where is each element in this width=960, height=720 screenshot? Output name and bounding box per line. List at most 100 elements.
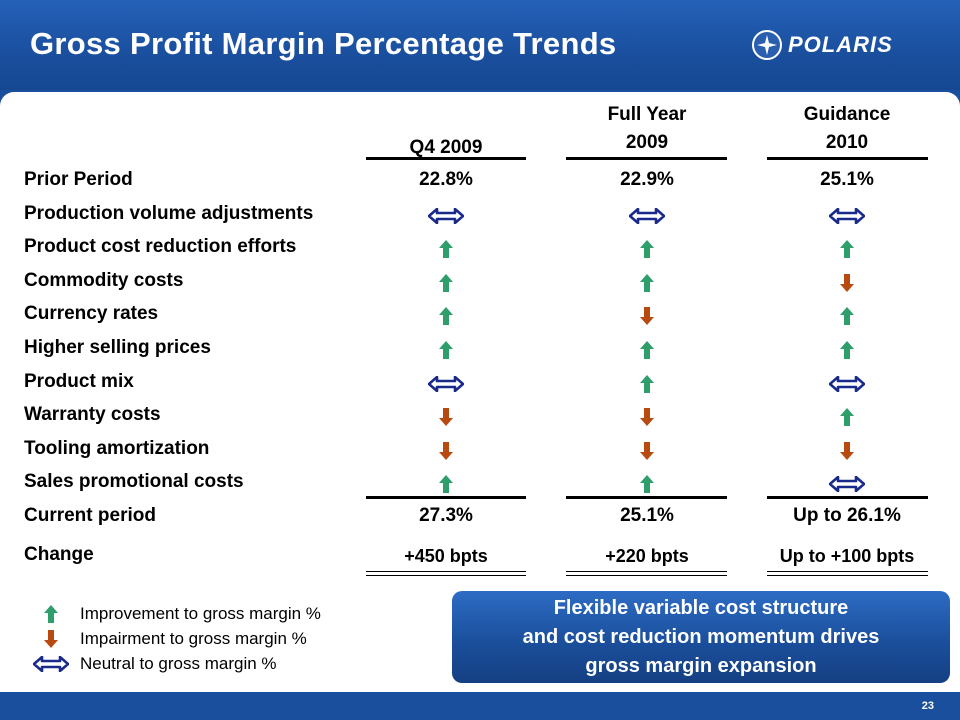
arrow-left-right-icon — [428, 207, 464, 224]
row-label-current-period: Current period — [24, 505, 156, 526]
double-rule-top — [366, 571, 526, 572]
trend-cell — [567, 406, 727, 430]
prior-period-value: 25.1% — [820, 169, 874, 190]
trend-cell — [767, 406, 927, 430]
arrow-up-icon — [640, 240, 654, 259]
double-rule-bottom — [366, 575, 526, 576]
trend-cell — [567, 238, 727, 262]
logo-text: POLARIS — [788, 32, 893, 57]
trend-cell — [767, 339, 927, 363]
change-value: +220 bpts — [605, 546, 689, 566]
legend-label: Neutral to gross margin % — [80, 654, 277, 673]
arrow-up-icon — [840, 307, 854, 326]
arrow-down-icon — [640, 408, 654, 427]
arrow-up-icon — [640, 374, 654, 393]
trend-cell — [567, 339, 727, 363]
column-header-line1 — [356, 104, 536, 130]
column-header-1: Full Year 2009 — [557, 104, 737, 154]
total-rule — [566, 496, 727, 499]
trend-cell — [366, 473, 526, 497]
total-rule — [366, 496, 526, 499]
star-icon — [752, 30, 782, 60]
column-header-line1: Full Year — [607, 104, 687, 125]
row-label-factor: Commodity costs — [24, 269, 184, 291]
current-period-value: 25.1% — [620, 505, 674, 526]
callout-box: Flexible variable cost structure and cos… — [452, 591, 950, 683]
arrow-up-icon — [439, 475, 453, 494]
arrow-left-right-icon — [428, 375, 464, 392]
legend-icon — [26, 629, 76, 649]
arrow-up-icon — [840, 340, 854, 359]
trend-cell — [567, 373, 727, 397]
row-label-factor: Product mix — [24, 370, 134, 392]
arrow-up-icon — [640, 340, 654, 359]
row-label-prior-period: Prior Period — [24, 169, 133, 190]
trend-cell — [767, 373, 927, 397]
trend-cell — [767, 305, 927, 329]
column-header-line2: 2009 — [625, 132, 669, 153]
arrow-down-icon — [640, 441, 654, 460]
column-header-0: Q4 2009 — [356, 104, 536, 159]
trend-cell — [366, 305, 526, 329]
trend-cell — [567, 272, 727, 296]
legend-item: Impairment to gross margin % — [26, 629, 307, 649]
trend-cell — [366, 440, 526, 464]
legend-icon — [26, 604, 76, 624]
legend-item: Neutral to gross margin % — [26, 654, 277, 674]
trend-cell — [767, 440, 927, 464]
arrow-up-icon — [439, 240, 453, 259]
trend-cell — [767, 205, 927, 229]
double-rule-top — [767, 571, 928, 572]
legend-item: Improvement to gross margin % — [26, 604, 321, 624]
row-label-change: Change — [24, 544, 94, 565]
arrow-down-icon — [640, 307, 654, 326]
arrow-up-icon — [840, 408, 854, 427]
double-rule-bottom — [767, 575, 928, 576]
page-number: 23 — [921, 700, 934, 712]
trend-cell — [567, 473, 727, 497]
trend-cell — [567, 305, 727, 329]
trend-cell — [366, 272, 526, 296]
arrow-down-icon — [439, 441, 453, 460]
prior-period-value: 22.9% — [620, 169, 674, 190]
column-header-line2: Q4 2009 — [409, 137, 483, 158]
trend-cell — [366, 339, 526, 363]
header-rule — [767, 157, 928, 160]
arrow-up-icon — [44, 605, 58, 623]
row-label-factor: Tooling amortization — [24, 437, 210, 459]
column-header-2: Guidance 2010 — [757, 104, 937, 154]
current-period-value: Up to 26.1% — [793, 505, 901, 526]
callout-line-1: Flexible variable cost structure — [553, 596, 849, 619]
row-label-factor: Sales promotional costs — [24, 471, 244, 493]
header-bar: Gross Profit Margin Percentage Trends PO… — [0, 0, 960, 90]
slide-title: Gross Profit Margin Percentage Trends — [30, 26, 617, 61]
row-label-factor: Product cost reduction efforts — [24, 236, 297, 258]
arrow-left-right-icon — [829, 375, 865, 392]
total-rule — [767, 496, 928, 499]
header-rule — [366, 157, 526, 160]
arrow-down-icon — [44, 630, 58, 648]
arrow-up-icon — [439, 340, 453, 359]
trend-cell — [366, 406, 526, 430]
callout-line-2: and cost reduction momentum drives — [522, 625, 880, 648]
trend-cell — [366, 373, 526, 397]
trend-cell — [567, 440, 727, 464]
trend-cell — [767, 238, 927, 262]
change-value: Up to +100 bpts — [779, 546, 915, 566]
arrow-down-icon — [840, 273, 854, 292]
arrow-left-right-icon — [629, 207, 665, 224]
arrow-up-icon — [439, 273, 453, 292]
legend-label: Impairment to gross margin % — [80, 629, 307, 648]
trend-cell — [767, 473, 927, 497]
arrow-down-icon — [840, 441, 854, 460]
arrow-left-right-icon — [829, 476, 865, 493]
arrow-down-icon — [439, 408, 453, 427]
column-header-line2: 2010 — [825, 132, 869, 153]
legend-label: Improvement to gross margin % — [80, 604, 321, 623]
arrow-up-icon — [439, 307, 453, 326]
column-header-line1: Guidance — [803, 104, 891, 125]
row-label-factor: Higher selling prices — [24, 337, 211, 358]
legend-icon — [26, 656, 76, 672]
row-label-factor: Production volume adjustments — [24, 202, 314, 224]
double-rule-top — [566, 571, 727, 572]
